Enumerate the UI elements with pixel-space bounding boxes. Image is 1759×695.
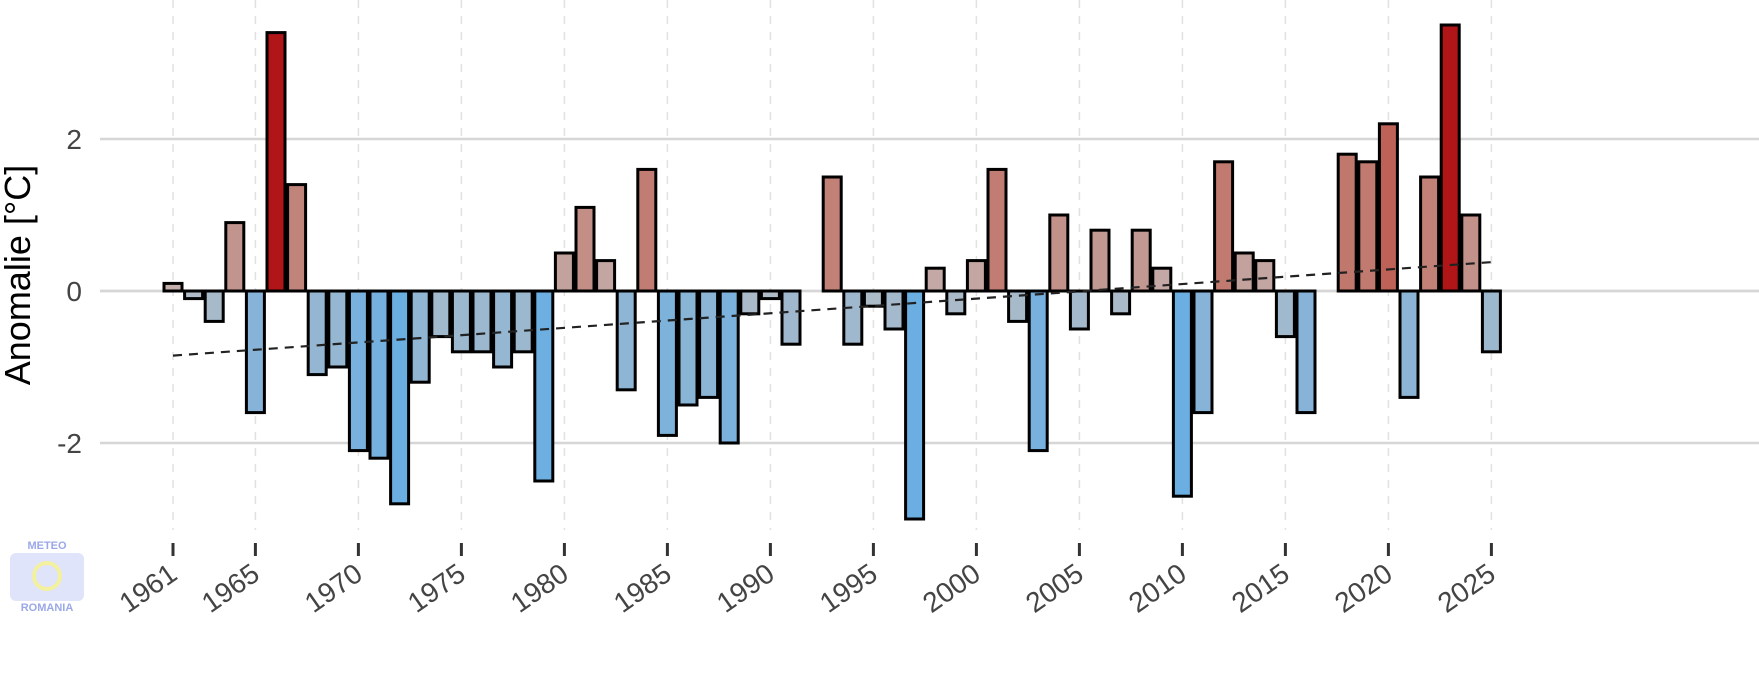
bar-1998: [924, 266, 946, 293]
x-tick-label: 1995: [814, 558, 883, 619]
bar-1964: [224, 221, 246, 293]
x-tick-label: 2000: [917, 558, 986, 619]
x-tick-label: 1961: [114, 558, 183, 619]
bar-1995: [862, 289, 884, 308]
bar-2007: [1110, 289, 1132, 316]
bar-1968: [306, 289, 328, 377]
bar-2023: [1439, 23, 1461, 293]
bar-1979: [533, 289, 555, 483]
x-tick-label: 2025: [1432, 558, 1501, 619]
bar-2015: [1274, 289, 1296, 339]
x-tick-label: 2020: [1329, 558, 1398, 619]
bar-1975: [450, 289, 472, 354]
bar-1971: [368, 289, 390, 460]
bar-2025: [1480, 289, 1502, 354]
bar-1973: [409, 289, 431, 384]
bar-2016: [1295, 289, 1317, 415]
logo-text-bottom: ROMANIA: [20, 602, 74, 614]
bar-1999: [945, 289, 967, 316]
bar-2006: [1089, 228, 1111, 293]
bar-2000: [965, 259, 987, 293]
bar-2012: [1213, 160, 1235, 293]
y-tick-label: -2: [57, 428, 82, 459]
bar-1976: [471, 289, 493, 354]
y-tick-label: 0: [66, 276, 82, 307]
x-tick-label: 1975: [402, 558, 471, 619]
x-tick-label: 1985: [608, 558, 677, 619]
bar-1981: [574, 205, 596, 293]
trend-line: [172, 261, 1492, 357]
bar-2001: [986, 167, 1008, 293]
bar-1990: [759, 289, 781, 301]
bar-2010: [1171, 289, 1193, 498]
bar-2022: [1419, 175, 1441, 293]
bar-1989: [739, 289, 761, 316]
bar-1967: [286, 183, 308, 293]
y-tick-label: 2: [66, 124, 82, 155]
bar-1962: [183, 289, 205, 301]
bar-1965: [244, 289, 266, 415]
bar-1974: [430, 289, 452, 339]
bar-1991: [780, 289, 802, 346]
x-tick-label: 2005: [1020, 558, 1089, 619]
x-tick-label: 1990: [711, 558, 780, 619]
bar-2024: [1460, 213, 1482, 293]
bar-2020: [1377, 122, 1399, 293]
bar-2018: [1336, 152, 1358, 293]
bar-1963: [203, 289, 225, 323]
bar-1970: [347, 289, 369, 453]
bar-2008: [1130, 228, 1152, 293]
meteo-romania-logo: METEO ROMANIA: [6, 540, 88, 620]
bar-1997: [904, 289, 926, 521]
bar-1977: [492, 289, 514, 369]
bar-1993: [821, 175, 843, 293]
bar-2005: [1068, 289, 1090, 331]
x-tick-label: 1970: [299, 558, 368, 619]
x-tick-label: 1980: [505, 558, 574, 619]
bar-1969: [327, 289, 349, 369]
bar-2019: [1357, 160, 1379, 293]
x-tick-label: 2015: [1226, 558, 1295, 619]
bar-2021: [1398, 289, 1420, 399]
bar-1994: [842, 289, 864, 346]
bar-1980: [553, 251, 575, 293]
bar-2013: [1233, 251, 1255, 293]
bar-1978: [512, 289, 534, 354]
bar-2004: [1048, 213, 1070, 293]
bar-1987: [698, 289, 720, 399]
bar-1983: [615, 289, 637, 392]
bar-1982: [595, 259, 617, 293]
bar-2011: [1192, 289, 1214, 415]
bar-1984: [636, 167, 658, 293]
bar-1996: [883, 289, 905, 331]
logo-text-top: METEO: [27, 540, 67, 552]
y-axis-label: Anomalie [°C]: [0, 165, 38, 385]
bar-2003: [1027, 289, 1049, 453]
x-tick-label: 2010: [1123, 558, 1192, 619]
x-tick-label: 1965: [196, 558, 265, 619]
bar-1966: [265, 31, 287, 293]
bar-1972: [389, 289, 411, 506]
bar-1961: [162, 281, 184, 293]
bar-1985: [656, 289, 678, 437]
logo-mark-icon: [10, 553, 84, 601]
bar-2014: [1254, 259, 1276, 293]
bar-2009: [1151, 266, 1173, 293]
bar-1986: [677, 289, 699, 407]
bar-1988: [718, 289, 740, 445]
bar-2002: [1007, 289, 1029, 323]
